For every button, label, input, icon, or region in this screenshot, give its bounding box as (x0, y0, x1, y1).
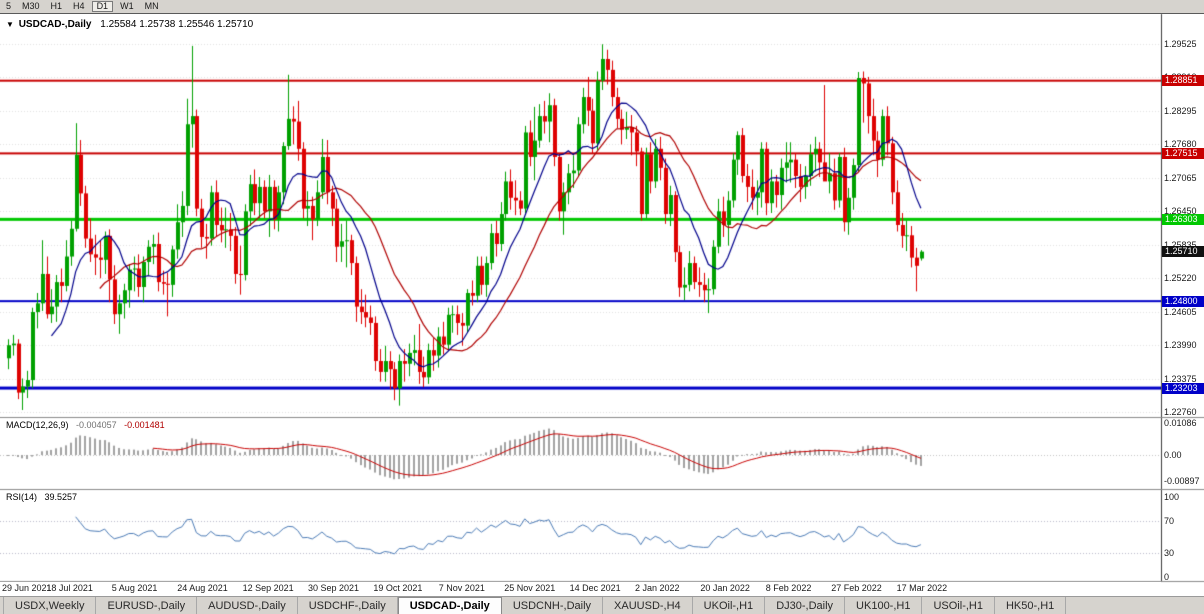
date-label: 7 Nov 2021 (438, 583, 485, 593)
price-level-tag: 1.24800 (1162, 295, 1204, 307)
rsi-label: RSI(14) 39.5257 (6, 492, 82, 502)
date-label: 29 Jun 2021 (2, 583, 52, 593)
tab-audusd-daily[interactable]: AUDUSD-,Daily (197, 597, 298, 614)
date-label: 14 Dec 2021 (569, 583, 621, 593)
timeframe-button-m30[interactable]: M30 (22, 1, 40, 11)
tab-uk100-h1[interactable]: UK100-,H1 (845, 597, 923, 614)
price-tick-label: 1.27065 (1164, 172, 1197, 183)
tab-usdx-weekly[interactable]: USDX,Weekly (3, 597, 97, 614)
price-tick-label: 1.22760 (1164, 407, 1197, 418)
tab-usdcad-daily[interactable]: USDCAD-,Daily (397, 597, 502, 614)
date-label: 12 Sep 2021 (242, 583, 294, 593)
rsi-tick-label: 100 (1164, 492, 1180, 502)
date-label: 24 Aug 2021 (177, 583, 228, 593)
chart-symbol-label: USDCAD-,Daily (18, 19, 92, 30)
rsi-tick-label: 0 (1164, 572, 1170, 582)
chart-menu-icon[interactable]: ▼ (6, 20, 14, 29)
price-level-tag: 1.27515 (1162, 147, 1204, 159)
tab-ukoil-h1[interactable]: UKOil-,H1 (693, 597, 766, 614)
date-label: 20 Jan 2022 (700, 583, 750, 593)
price-axis[interactable]: 1.295251.289101.282951.276801.270651.264… (1162, 14, 1204, 582)
pane-separator-macd[interactable] (0, 416, 1204, 420)
price-tick-label: 1.27680 (1164, 139, 1197, 150)
rsi-title: RSI(14) (6, 492, 38, 502)
chart-ohlc-quote: 1.25584 1.25738 1.25546 1.25710 (100, 19, 254, 30)
date-label: 27 Feb 2022 (831, 583, 882, 593)
macd-tick-label: 0.00 (1164, 450, 1182, 460)
price-tick-label: 1.25835 (1164, 239, 1197, 250)
date-label: 25 Nov 2021 (504, 583, 556, 593)
timeframe-button-d1[interactable]: D1 (91, 1, 114, 12)
date-label: 18 Jul 2021 (46, 583, 93, 593)
macd-main-value: -0.004057 (76, 420, 117, 430)
timeframe-button-h4[interactable]: H4 (73, 1, 85, 11)
timeframe-button-mn[interactable]: MN (144, 1, 159, 11)
macd-tick-label: 0.01086 (1164, 418, 1197, 428)
rsi-tick-label: 70 (1164, 516, 1175, 526)
tab-hk50-h1[interactable]: HK50-,H1 (995, 597, 1067, 614)
rsi-tick-label: 30 (1164, 548, 1175, 558)
price-level-tag: 1.28851 (1162, 75, 1204, 87)
rsi-value: 39.5257 (44, 492, 78, 502)
timeframe-toolbar: 5 M30 H1 H4 D1 W1 MN (0, 0, 1204, 14)
price-tick-label: 1.23990 (1164, 340, 1197, 351)
timeframe-button-5[interactable]: 5 (6, 1, 12, 11)
macd-signal-value: -0.001481 (124, 420, 165, 430)
date-label: 17 Mar 2022 (896, 583, 948, 593)
current-price-tag: 1.25710 (1162, 246, 1204, 258)
price-tick-label: 1.25220 (1164, 273, 1197, 284)
price-tick-label: 1.24605 (1164, 306, 1197, 317)
date-label: 5 Aug 2021 (111, 583, 158, 593)
price-tick-label: 1.29525 (1164, 39, 1197, 49)
tab-usdchf-daily[interactable]: USDCHF-,Daily (298, 597, 398, 614)
chart-title: ▼ USDCAD-,Daily 1.25584 1.25738 1.25546 … (6, 19, 253, 30)
price-level-tag: 1.26303 (1162, 213, 1204, 225)
date-label: 30 Sep 2021 (308, 583, 360, 593)
tab-usoil-h1[interactable]: USOil-,H1 (922, 597, 995, 614)
time-axis[interactable]: 29 Jun 2021 18 Jul 2021 5 Aug 2021 24 Aug 2… (0, 582, 1161, 596)
tab-eurusd-daily[interactable]: EURUSD-,Daily (96, 597, 198, 614)
price-tick-label: 1.28295 (1164, 105, 1197, 116)
date-label: 8 Feb 2022 (765, 583, 812, 593)
tab-usdcnh-daily[interactable]: USDCNH-,Daily (502, 597, 604, 614)
date-label: 2 Jan 2022 (635, 583, 680, 593)
price-level-tag: 1.23203 (1162, 382, 1204, 394)
price-tick-label: 1.23375 (1164, 373, 1197, 384)
chart-tab-bar: USDX,Weekly EURUSD-,Daily AUDUSD-,Daily USD… (0, 596, 1204, 614)
tab-xauusd-h4[interactable]: XAUUSD-,H4 (603, 597, 693, 614)
macd-label: MACD(12,26,9) -0.004057 -0.001481 (6, 420, 170, 430)
pane-separator-rsi[interactable] (0, 488, 1204, 492)
timeframe-button-w1[interactable]: W1 (120, 1, 134, 11)
tab-dj30-daily[interactable]: DJ30-,Daily (765, 597, 846, 614)
macd-tick-label: -0.00897 (1164, 476, 1200, 487)
price-tick-label: 1.26450 (1164, 206, 1197, 217)
date-label: 19 Oct 2021 (373, 583, 423, 593)
macd-title: MACD(12,26,9) (6, 420, 69, 430)
timeframe-button-h1[interactable]: H1 (50, 1, 63, 11)
